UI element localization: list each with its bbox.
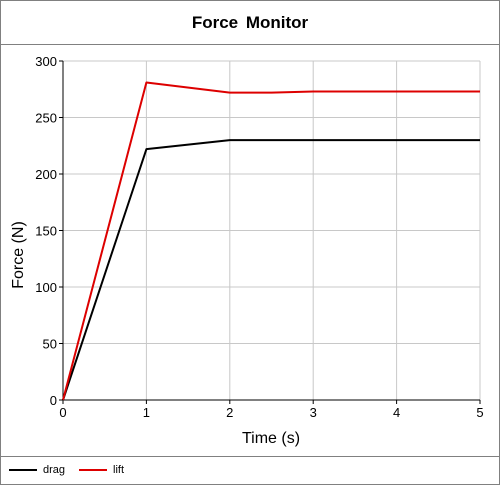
legend-item-drag: drag (9, 463, 65, 477)
legend-swatch (9, 469, 37, 471)
series-lines (62, 81, 480, 401)
x-tick-label: 0 (59, 405, 66, 420)
x-tick-label: 3 (310, 405, 317, 420)
y-tick-label: 50 (43, 337, 57, 352)
y-tick-label: 250 (35, 111, 57, 126)
y-axis-label: Force (N) (10, 221, 27, 289)
y-tick-label: 0 (50, 393, 57, 408)
series-line-drag (62, 139, 480, 401)
y-tick-label: 100 (35, 280, 57, 295)
y-tick-label: 200 (35, 167, 57, 182)
legend: drag lift (1, 456, 499, 485)
legend-label: drag (43, 464, 66, 476)
y-tick-label: 300 (35, 54, 57, 69)
grid-lines (63, 60, 481, 400)
x-tick-label: 2 (226, 405, 233, 420)
chart-title: Force Monitor (191, 12, 309, 32)
legend-swatch (79, 469, 107, 471)
x-tick-label: 4 (393, 405, 400, 420)
chart-title-bar: Force Monitor (1, 1, 499, 45)
legend-item-lift: lift (79, 463, 124, 477)
legend-label: lift (113, 464, 124, 476)
x-tick-label: 5 (476, 405, 483, 420)
y-tick-label: 150 (35, 224, 57, 239)
x-tick-label: 1 (143, 405, 150, 420)
series-line-lift (62, 81, 480, 401)
x-axis-label: Time (s) (242, 430, 300, 447)
